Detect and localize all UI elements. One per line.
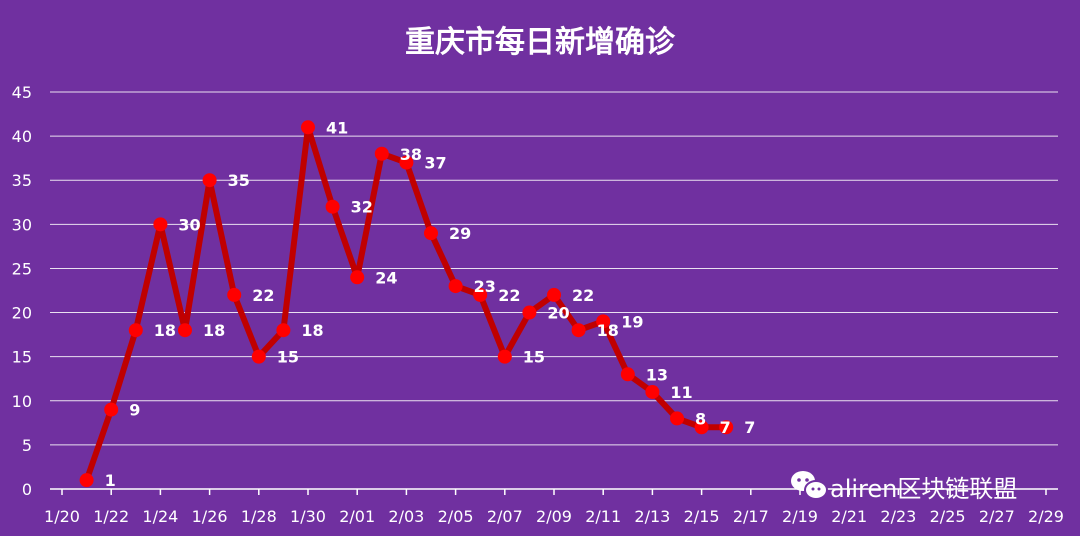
data-point bbox=[448, 279, 463, 294]
data-point bbox=[473, 287, 488, 302]
x-tick-label: 2/05 bbox=[438, 507, 474, 526]
data-point bbox=[104, 402, 119, 417]
y-tick-label: 10 bbox=[12, 392, 32, 411]
data-label: 7 bbox=[720, 418, 731, 437]
watermark: aliren区块链联盟 bbox=[791, 471, 1017, 503]
data-label: 1 bbox=[105, 471, 116, 490]
data-point bbox=[571, 323, 586, 338]
data-label: 19 bbox=[621, 312, 643, 331]
series bbox=[79, 120, 734, 488]
x-tick-label: 2/19 bbox=[782, 507, 818, 526]
data-label: 15 bbox=[277, 348, 299, 367]
data-point bbox=[719, 420, 734, 435]
data-label: 22 bbox=[572, 286, 594, 305]
y-tick-label: 30 bbox=[12, 215, 32, 234]
x-tick-label: 2/15 bbox=[684, 507, 720, 526]
data-point bbox=[374, 146, 389, 161]
data-point bbox=[251, 349, 266, 364]
data-label: 13 bbox=[646, 365, 668, 384]
x-tick-label: 2/23 bbox=[880, 507, 916, 526]
x-axis-ticks: 1/20 1/22 1/24 1/26 1/28 1/30 2/01 2/03 2/05 2/07… bbox=[44, 489, 1064, 526]
data-label: 30 bbox=[178, 215, 200, 234]
x-tick-label: 2/03 bbox=[388, 507, 424, 526]
x-tick-label: 2/21 bbox=[831, 507, 867, 526]
y-tick-label: 20 bbox=[12, 304, 32, 323]
data-label: 37 bbox=[424, 154, 446, 173]
y-tick-label: 35 bbox=[12, 171, 32, 190]
data-point bbox=[153, 217, 168, 232]
data-point bbox=[424, 226, 438, 241]
x-tick-label: 1/24 bbox=[142, 507, 178, 526]
data-point bbox=[202, 173, 217, 188]
x-tick-label: 2/29 bbox=[1028, 507, 1064, 526]
data-point bbox=[620, 367, 635, 382]
x-tick-label: 1/26 bbox=[192, 507, 228, 526]
y-tick-label: 15 bbox=[12, 348, 32, 367]
y-axis-ticks: 0 5 10 15 20 25 30 35 40 45 bbox=[12, 83, 32, 499]
x-tick-label: 1/28 bbox=[241, 507, 277, 526]
data-label: 15 bbox=[523, 348, 545, 367]
y-tick-label: 45 bbox=[12, 83, 32, 102]
data-point bbox=[301, 120, 315, 135]
x-tick-label: 2/13 bbox=[634, 507, 670, 526]
data-label: 7 bbox=[744, 418, 755, 437]
data-label: 22 bbox=[498, 286, 520, 305]
x-tick-label: 2/09 bbox=[536, 507, 572, 526]
chart-title: 重庆市每日新增确诊 bbox=[405, 25, 676, 60]
data-point bbox=[399, 155, 414, 170]
data-point bbox=[350, 270, 365, 285]
y-tick-label: 25 bbox=[12, 259, 32, 278]
data-label: 35 bbox=[228, 171, 250, 190]
data-label: 32 bbox=[351, 198, 373, 217]
data-label: 11 bbox=[670, 383, 692, 402]
x-tick-label: 2/25 bbox=[930, 507, 966, 526]
data-label: 38 bbox=[400, 145, 422, 164]
watermark-text: aliren区块链联盟 bbox=[830, 475, 1017, 503]
x-tick-label: 2/11 bbox=[585, 507, 621, 526]
data-point bbox=[670, 411, 684, 426]
x-tick-label: 2/01 bbox=[339, 507, 375, 526]
y-tick-label: 40 bbox=[12, 127, 32, 146]
data-point bbox=[694, 420, 709, 435]
x-tick-label: 2/27 bbox=[979, 507, 1015, 526]
x-tick-label: 1/22 bbox=[93, 507, 129, 526]
data-label: 24 bbox=[375, 268, 397, 287]
data-point bbox=[645, 384, 660, 399]
x-tick-label: 2/07 bbox=[487, 507, 523, 526]
x-tick-label: 2/17 bbox=[733, 507, 769, 526]
data-point bbox=[178, 323, 192, 338]
data-point bbox=[128, 323, 143, 338]
data-point bbox=[547, 287, 561, 302]
data-label: 20 bbox=[547, 304, 569, 323]
data-point bbox=[227, 287, 242, 302]
x-tick-label: 1/20 bbox=[44, 507, 80, 526]
wechat-icon bbox=[791, 471, 828, 500]
data-label: 8 bbox=[695, 409, 706, 428]
data-label: 9 bbox=[129, 401, 140, 420]
data-point bbox=[497, 349, 512, 364]
data-point bbox=[522, 305, 537, 320]
data-point bbox=[596, 314, 611, 329]
data-label: 23 bbox=[474, 277, 496, 296]
y-tick-label: 5 bbox=[22, 436, 32, 455]
x-tick-label: 1/30 bbox=[290, 507, 326, 526]
data-label: 41 bbox=[326, 118, 348, 137]
data-label: 18 bbox=[154, 321, 176, 340]
data-label: 29 bbox=[449, 224, 471, 243]
data-label: 18 bbox=[597, 321, 619, 340]
data-label: 18 bbox=[203, 321, 225, 340]
y-tick-label: 0 bbox=[22, 480, 32, 499]
data-label: 22 bbox=[252, 286, 274, 305]
data-point bbox=[276, 323, 291, 338]
data-label: 18 bbox=[301, 321, 323, 340]
data-point bbox=[325, 199, 340, 214]
data-point bbox=[79, 473, 94, 488]
